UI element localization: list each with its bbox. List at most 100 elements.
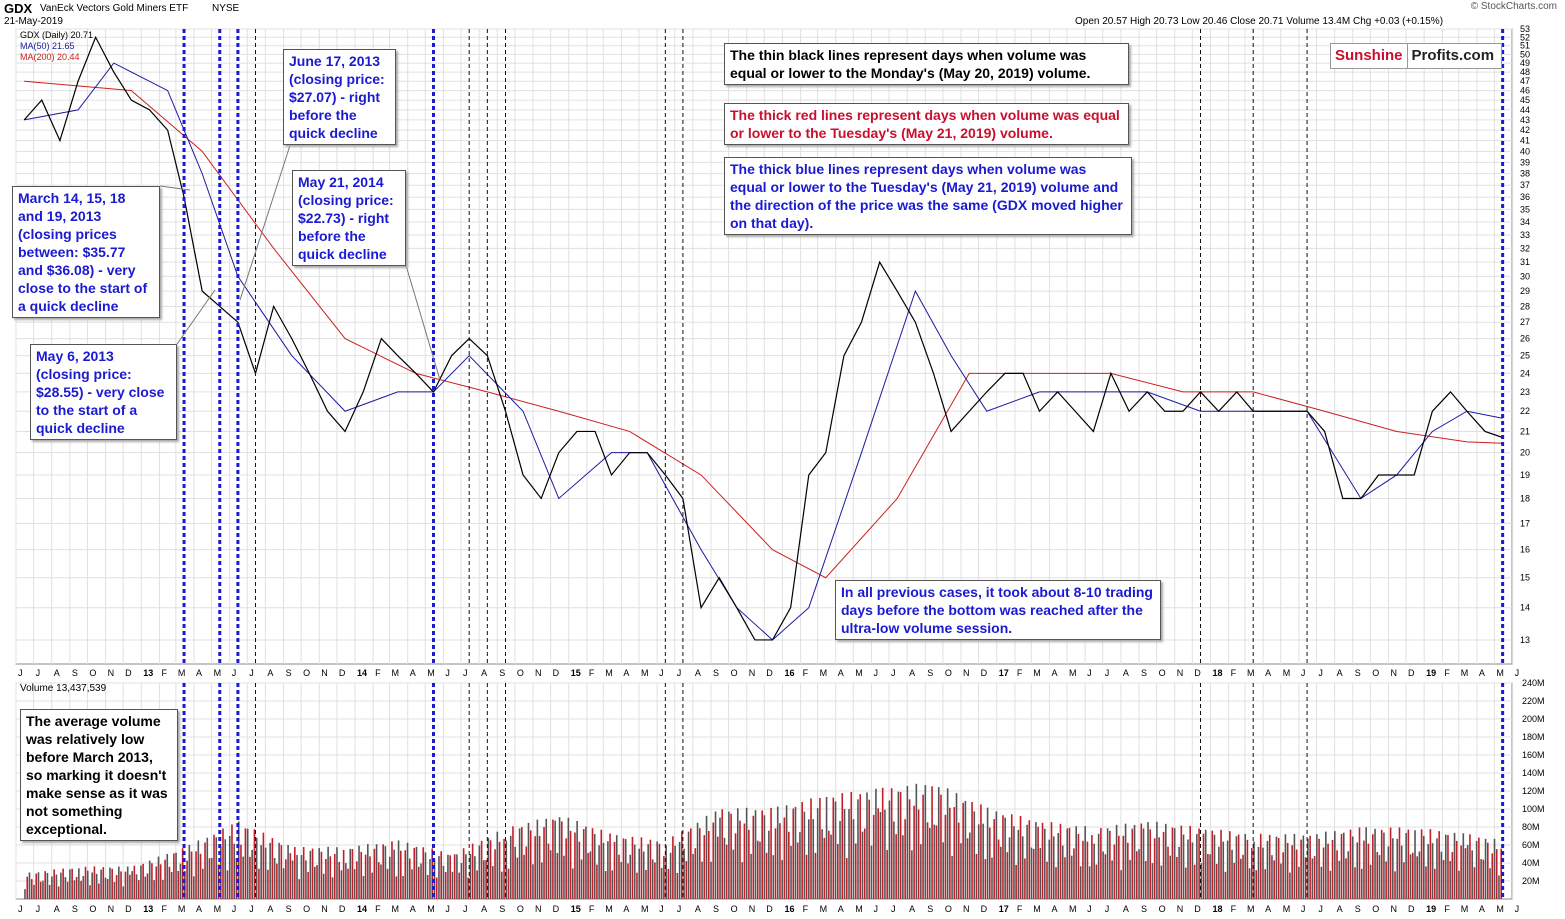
volume-bar xyxy=(39,881,42,899)
price-tick-label: 32 xyxy=(1520,243,1530,253)
volume-bar xyxy=(825,797,828,899)
volume-bar xyxy=(142,863,144,899)
volume-bar xyxy=(1462,833,1465,899)
volume-bar xyxy=(435,877,438,899)
volume-bar xyxy=(1122,835,1125,899)
volume-bar xyxy=(1211,830,1214,899)
volume-bar xyxy=(1385,861,1387,899)
volume-bar xyxy=(964,800,967,899)
volume-bar xyxy=(80,880,82,899)
volume-bar xyxy=(1138,849,1140,899)
volume-bar xyxy=(545,818,548,899)
volume-bar xyxy=(1088,866,1091,899)
volume-bar xyxy=(734,833,737,899)
volume-bar xyxy=(62,868,64,899)
volume-bar xyxy=(231,824,233,899)
volume-bar xyxy=(937,787,940,899)
volume-bar xyxy=(1347,851,1350,899)
price-x-label: A xyxy=(196,668,202,678)
volume-bar xyxy=(633,844,636,899)
volume-bar xyxy=(991,857,993,899)
volume-bar xyxy=(1262,847,1264,899)
volume-bar xyxy=(1407,829,1410,899)
volume-x-label: O xyxy=(517,904,524,914)
volume-x-label: J xyxy=(1318,904,1323,914)
volume-tick-label: 60M xyxy=(1522,840,1540,850)
volume-bar xyxy=(1182,834,1185,899)
volume-x-label: J xyxy=(1515,904,1520,914)
volume-bar xyxy=(129,874,131,899)
price-x-label: O xyxy=(731,668,738,678)
volume-bar xyxy=(106,879,109,899)
volume-bar xyxy=(244,828,247,899)
volume-bar xyxy=(159,864,162,899)
volume-bar xyxy=(1440,851,1443,899)
price-x-label: 15 xyxy=(571,668,581,678)
volume-bar xyxy=(951,855,953,899)
volume-x-label: D xyxy=(125,904,132,914)
volume-bar xyxy=(1246,839,1249,899)
volume-bar xyxy=(1215,863,1218,899)
volume-bar xyxy=(1298,866,1300,899)
volume-bar xyxy=(1447,835,1449,899)
volume-x-label: J xyxy=(463,904,468,914)
price-x-label: S xyxy=(72,668,78,678)
volume-bar xyxy=(100,869,102,899)
volume-bar xyxy=(750,853,752,899)
volume-bar xyxy=(1213,834,1216,899)
volume-bar xyxy=(1372,834,1374,899)
volume-bar xyxy=(1002,815,1004,899)
volume-bar xyxy=(351,849,354,899)
volume-bar xyxy=(1144,861,1147,899)
volume-bar xyxy=(188,844,191,899)
volume-bar xyxy=(44,871,46,899)
volume-bar xyxy=(157,856,160,899)
volume-bar xyxy=(1259,833,1262,899)
volume-bar xyxy=(906,786,909,899)
volume-bar xyxy=(748,829,750,899)
volume-bar xyxy=(629,854,632,899)
volume-bar xyxy=(779,823,781,899)
volume-bar xyxy=(514,846,516,899)
volume-bar xyxy=(155,866,158,899)
volume-bar xyxy=(1451,852,1454,899)
volume-bar xyxy=(1176,856,1178,899)
volume-bar xyxy=(1127,842,1129,899)
volume-bar xyxy=(1220,829,1222,899)
volume-bar xyxy=(1374,828,1376,899)
volume-bar xyxy=(1411,852,1414,899)
volume-bar xyxy=(1104,854,1107,899)
volume-bar xyxy=(1423,835,1425,899)
volume-tick-label: 40M xyxy=(1522,858,1540,868)
volume-x-label: 14 xyxy=(357,904,367,914)
price-tick-label: 31 xyxy=(1520,257,1530,267)
price-tick-label: 49 xyxy=(1520,58,1530,68)
volume-bar xyxy=(627,863,629,899)
volume-bar xyxy=(1015,864,1017,899)
volume-bar xyxy=(859,794,862,899)
volume-bar xyxy=(803,811,806,899)
volume-bar xyxy=(549,850,552,899)
volume-bar xyxy=(1102,851,1104,899)
volume-x-label: F xyxy=(803,904,809,914)
volume-x-label: M xyxy=(820,904,828,914)
volume-bar xyxy=(1171,827,1174,899)
volume-bar xyxy=(1173,828,1176,899)
volume-bar xyxy=(980,804,982,899)
volume-bar xyxy=(830,834,832,899)
volume-bar xyxy=(280,845,283,899)
volume-x-label: N xyxy=(963,904,970,914)
price-tick-label: 41 xyxy=(1520,136,1530,146)
price-x-label: M xyxy=(1283,668,1291,678)
volume-bar xyxy=(701,861,703,899)
volume-bar xyxy=(796,842,799,899)
volume-bar xyxy=(309,850,312,899)
price-x-label: F xyxy=(1017,668,1023,678)
volume-bar xyxy=(1280,863,1282,899)
volume-x-label: M xyxy=(1496,904,1504,914)
price-tick-label: 42 xyxy=(1520,125,1530,135)
volume-bar xyxy=(560,821,563,899)
volume-bar xyxy=(494,849,496,899)
price-x-label: N xyxy=(963,668,970,678)
volume-bar xyxy=(571,868,574,899)
